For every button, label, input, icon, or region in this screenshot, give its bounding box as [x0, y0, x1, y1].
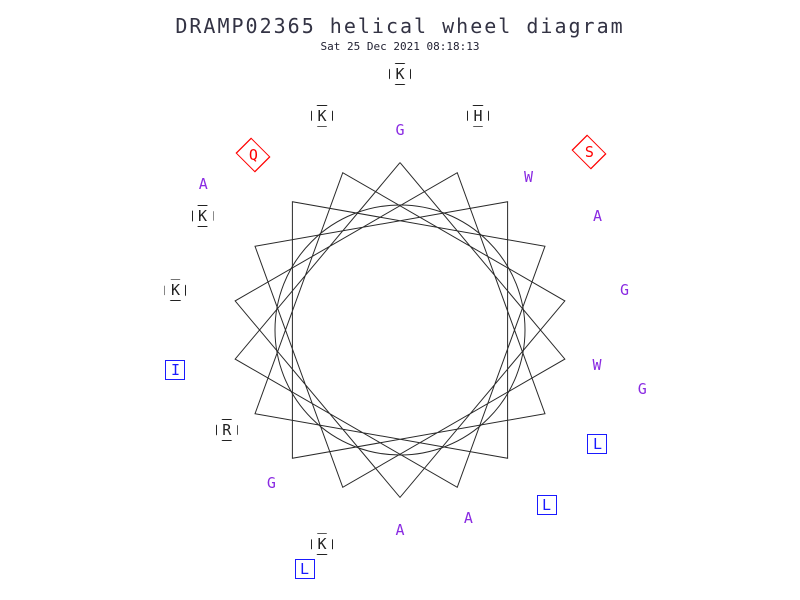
- residue-G: G: [614, 279, 636, 301]
- residue-G: G: [389, 119, 411, 141]
- residue-L: L: [294, 558, 316, 580]
- residue-K: K: [311, 533, 333, 555]
- residue-K: K: [164, 279, 186, 301]
- residue-G: G: [631, 378, 653, 400]
- residue-A: A: [457, 507, 479, 529]
- residue-I: I: [164, 359, 186, 381]
- helical-wheel-diagram: [0, 0, 800, 600]
- residue-K: K: [311, 105, 333, 127]
- residue-L: L: [586, 433, 608, 455]
- residue-L: L: [536, 494, 558, 516]
- residue-Q: Q: [242, 144, 264, 166]
- residue-K: K: [192, 205, 214, 227]
- residue-A: A: [389, 519, 411, 541]
- residue-W: W: [586, 354, 608, 376]
- residue-G: G: [260, 472, 282, 494]
- residue-A: A: [586, 205, 608, 227]
- residue-H: H: [467, 105, 489, 127]
- residue-S: S: [578, 141, 600, 163]
- residue-W: W: [518, 166, 540, 188]
- residue-A: A: [192, 173, 214, 195]
- residue-R: R: [216, 419, 238, 441]
- residue-K: K: [389, 63, 411, 85]
